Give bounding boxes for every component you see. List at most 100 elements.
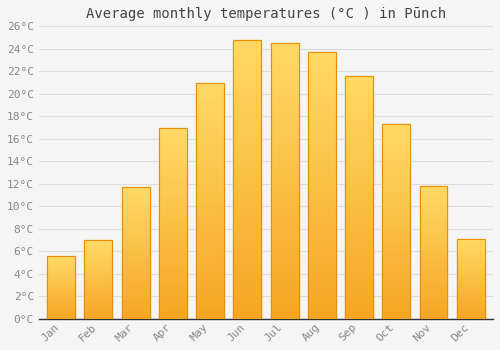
Bar	[196, 168, 224, 172]
Bar	[420, 194, 448, 197]
Bar	[84, 284, 112, 286]
Bar	[159, 288, 187, 292]
Bar	[270, 242, 298, 247]
Bar	[159, 273, 187, 277]
Bar	[47, 302, 75, 304]
Bar	[382, 311, 410, 315]
Bar	[234, 313, 262, 319]
Bar	[84, 259, 112, 261]
Bar	[84, 287, 112, 289]
Bar	[196, 139, 224, 144]
Bar	[420, 279, 448, 282]
Bar	[159, 223, 187, 227]
Bar	[47, 304, 75, 305]
Bar	[420, 306, 448, 308]
Bar	[345, 275, 373, 280]
Bar	[382, 280, 410, 284]
Bar	[382, 284, 410, 288]
Bar	[270, 49, 298, 54]
Bar	[420, 218, 448, 220]
Bar	[345, 226, 373, 231]
Bar	[234, 84, 262, 90]
Bar	[234, 241, 262, 246]
Bar	[47, 316, 75, 318]
Bar	[159, 212, 187, 216]
Bar	[84, 275, 112, 276]
Bar	[457, 266, 484, 268]
Bar	[47, 287, 75, 289]
Bar	[159, 139, 187, 143]
Bar	[420, 229, 448, 231]
Bar	[420, 239, 448, 242]
Bar	[159, 185, 187, 189]
Bar	[84, 290, 112, 292]
Bar	[308, 95, 336, 100]
Bar	[308, 196, 336, 202]
Bar	[457, 313, 484, 314]
Bar	[457, 306, 484, 308]
Bar	[234, 140, 262, 146]
Bar	[345, 314, 373, 319]
Bar	[345, 90, 373, 95]
Bar	[159, 307, 187, 311]
Bar	[196, 210, 224, 215]
Bar	[234, 302, 262, 308]
Bar	[345, 295, 373, 300]
Bar	[159, 269, 187, 273]
Bar	[382, 253, 410, 257]
Bar	[122, 316, 150, 319]
Bar	[270, 126, 298, 131]
Bar	[457, 263, 484, 265]
Bar	[382, 167, 410, 171]
Bar	[457, 257, 484, 258]
Bar	[234, 68, 262, 73]
Bar	[122, 208, 150, 211]
Bar	[382, 229, 410, 233]
Bar	[270, 131, 298, 137]
Bar	[122, 314, 150, 316]
Bar	[234, 207, 262, 213]
Bar	[420, 242, 448, 245]
Bar	[84, 264, 112, 265]
Bar	[345, 159, 373, 163]
Bar	[159, 204, 187, 208]
Bar	[345, 178, 373, 183]
Bar	[122, 287, 150, 290]
Bar	[159, 127, 187, 131]
Bar	[457, 274, 484, 276]
Bar	[196, 229, 224, 234]
Bar	[122, 264, 150, 266]
Bar	[270, 214, 298, 220]
Bar	[308, 84, 336, 90]
Bar	[382, 276, 410, 280]
Bar	[84, 283, 112, 284]
Bar	[234, 296, 262, 302]
Bar	[122, 187, 150, 190]
Bar	[345, 85, 373, 90]
Bar	[234, 235, 262, 241]
Bar	[420, 205, 448, 207]
Bar	[308, 79, 336, 84]
Bar	[308, 116, 336, 121]
Bar	[457, 311, 484, 313]
Bar	[122, 303, 150, 306]
Bar	[84, 276, 112, 278]
Bar	[270, 148, 298, 153]
Bar	[122, 269, 150, 272]
Bar	[122, 256, 150, 258]
Bar	[47, 258, 75, 260]
Bar	[122, 279, 150, 282]
Bar	[47, 256, 75, 257]
Bar	[234, 274, 262, 280]
Bar	[457, 260, 484, 261]
Bar	[457, 292, 484, 293]
Bar	[84, 240, 112, 319]
Bar	[159, 154, 187, 158]
Bar	[420, 199, 448, 202]
Bar	[159, 200, 187, 204]
Bar	[420, 237, 448, 239]
Bar	[47, 272, 75, 273]
Bar	[234, 152, 262, 157]
Bar	[196, 125, 224, 130]
Bar	[345, 134, 373, 139]
